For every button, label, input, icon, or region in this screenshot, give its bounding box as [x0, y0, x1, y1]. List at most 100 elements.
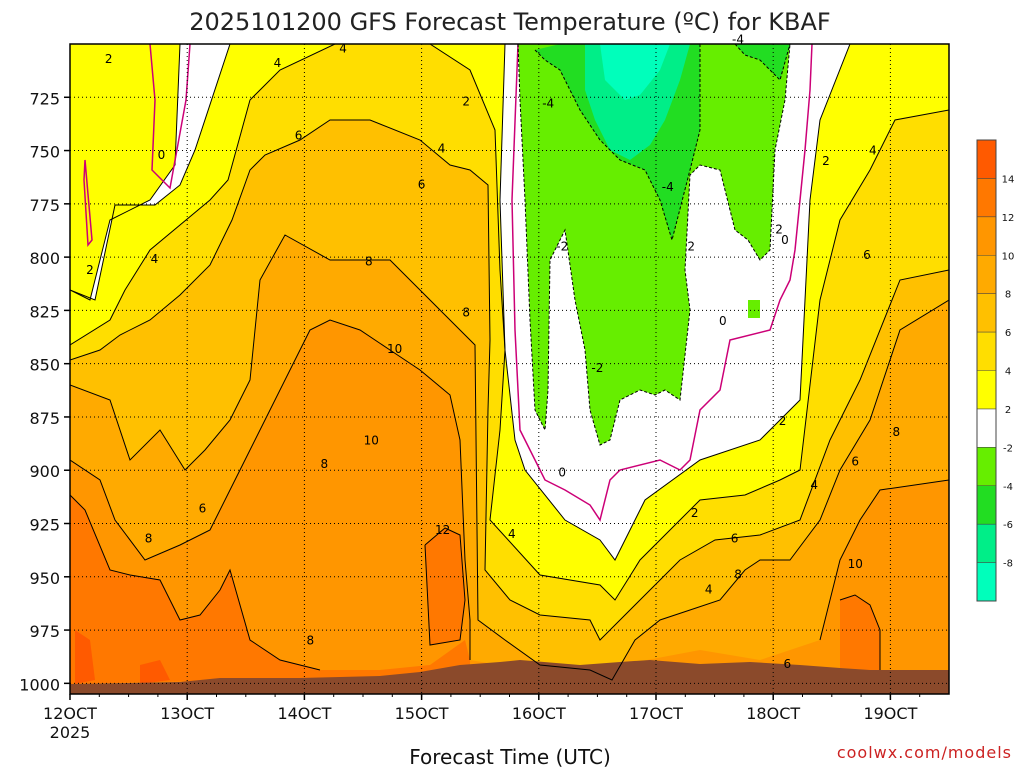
x-axis-label: Forecast Time (UTC) [409, 745, 611, 768]
contour-label: 2 [86, 263, 94, 277]
band-ge14-b [140, 660, 170, 684]
colorbar-swatch [977, 562, 996, 602]
temperature-field [70, 44, 949, 694]
contour-10 [70, 319, 949, 660]
colorbar-swatch [977, 485, 996, 525]
colorbar-swatch [977, 332, 996, 371]
colorbar-swatch [977, 447, 996, 487]
contour-6 [70, 119, 949, 641]
contour-label: 6 [783, 657, 791, 671]
contour-label: 8 [734, 568, 742, 582]
contour-label: 10 [848, 557, 863, 571]
colorbar-swatch [977, 178, 996, 218]
y-axis: 725 750 775 800 825 850 875 900 925 950 975 1000 [19, 89, 70, 694]
contour-label: 8 [306, 634, 314, 648]
band-ge2-left [70, 44, 180, 300]
contour-label: -2 [556, 239, 568, 253]
y-tick-label: 850 [29, 356, 60, 375]
band-le-m2-dot [748, 300, 760, 318]
contour-label: 4 [438, 141, 446, 155]
y-tick-label: 1000 [19, 675, 60, 694]
contour-label: 2 [462, 95, 470, 109]
contour-label: 8 [462, 306, 470, 320]
contour-label: 2 [687, 239, 695, 253]
contour-8 [70, 234, 949, 681]
x-tick-label: 12OCT [43, 704, 97, 723]
contour-label: 6 [731, 531, 739, 545]
y-tick-label: 975 [29, 622, 60, 641]
terrain [70, 660, 949, 694]
contour-label: -4 [542, 97, 554, 111]
x-tick-label: 15OCT [395, 704, 449, 723]
colorbar-label: 12 [1002, 213, 1015, 224]
band-le-m4-b [735, 44, 790, 80]
colorbar-label: 6 [1005, 328, 1011, 339]
chart-title: 2025101200 GFS Forecast Temperature (ºC)… [189, 8, 830, 36]
contour-label: 12 [435, 523, 450, 537]
y-tick-label: 725 [29, 89, 60, 108]
colorbar-label: 14 [1002, 174, 1015, 185]
contour-label: 4 [705, 583, 713, 597]
y-tick-label: 950 [29, 569, 60, 588]
y-tick-label: 825 [29, 302, 60, 321]
colorbar-swatch [977, 140, 996, 179]
y-tick-label: 925 [29, 516, 60, 535]
contour-12 [70, 494, 881, 671]
band-le-m8 [600, 44, 670, 100]
contour-label: 0 [781, 233, 789, 247]
colorbar-label: 10 [1002, 251, 1015, 262]
contour-label: 6 [851, 455, 859, 469]
watermark: coolwx.com/models [837, 743, 1012, 762]
contour-0 [83, 44, 813, 522]
y-tick-label: 775 [29, 196, 60, 215]
gridlines [70, 44, 949, 694]
contour-m2 [517, 44, 791, 446]
contour-label: 6 [418, 178, 426, 192]
colorbar-label: -2 [1003, 443, 1013, 454]
band-ge14 [75, 630, 95, 684]
colorbar-swatch [977, 216, 996, 256]
colorbar-swatch [977, 524, 996, 564]
contour-label: 4 [869, 144, 877, 158]
colorbar-label: 2 [1005, 405, 1011, 416]
x-tick-label: 14OCT [277, 704, 331, 723]
contour-lines [70, 44, 949, 681]
band-ge12-mid [425, 528, 465, 645]
contour-label: 2 [105, 52, 113, 66]
contour-label: -2 [591, 361, 603, 375]
contour-label: 8 [365, 254, 373, 268]
colorbar-swatch [977, 255, 996, 295]
colorbar-label: -8 [1003, 559, 1013, 570]
colorbar-label: 8 [1005, 290, 1011, 301]
contour-label: -4 [662, 180, 674, 194]
contour-label: 8 [892, 425, 900, 439]
colorbar-label: 4 [1005, 367, 1011, 378]
contour-label: 4 [508, 527, 516, 541]
x-tick-label: 18OCT [746, 704, 800, 723]
band-ge10 [70, 320, 949, 694]
y-tick-label: 800 [29, 249, 60, 268]
band-ge12 [70, 495, 470, 684]
contour-label: 4 [151, 252, 159, 266]
contour-label: 2 [775, 222, 783, 236]
contour-label: 0 [558, 465, 566, 479]
contour-label: 2 [822, 154, 830, 168]
contour-label: 2 [779, 414, 787, 428]
band-le-m2 [518, 44, 790, 445]
contour-label: 6 [863, 248, 871, 262]
contour-m4 [534, 44, 791, 242]
colorbar-label: -6 [1003, 520, 1013, 531]
y-tick-label: 900 [29, 462, 60, 481]
x-axis-year: 2025 [50, 723, 91, 742]
colorbar-label: -4 [1003, 482, 1013, 493]
colorbar-swatch [977, 293, 996, 333]
x-axis: 12OCT 13OCT 14OCT 15OCT 16OCT 17OCT 18OCT 19OCT [43, 694, 921, 723]
contour-label: 0 [719, 314, 727, 328]
x-tick-label: 19OCT [863, 704, 917, 723]
contour-2-right [499, 44, 851, 561]
contour-label: 4 [339, 41, 347, 55]
x-tick-label: 13OCT [160, 704, 214, 723]
contour-2-main [70, 44, 231, 301]
contour-label: 6 [295, 129, 303, 143]
